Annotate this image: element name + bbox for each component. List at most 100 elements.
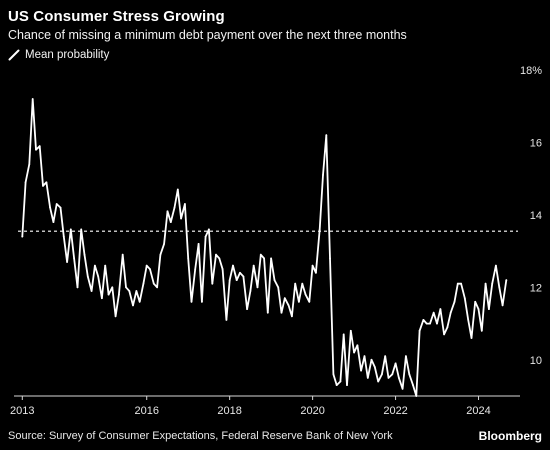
data-point — [291, 315, 293, 318]
data-point — [474, 300, 477, 303]
data-point — [201, 300, 203, 303]
data-point — [498, 286, 501, 289]
data-point — [76, 286, 79, 289]
data-point — [49, 206, 51, 209]
data-point — [391, 373, 394, 376]
x-tick-label: 2013 — [10, 405, 34, 417]
data-point — [335, 384, 338, 386]
legend-label: Mean probability — [25, 49, 110, 61]
data-point — [156, 286, 159, 289]
data-point — [169, 221, 172, 224]
data-point — [266, 311, 269, 314]
data-point — [152, 282, 155, 285]
data-point — [69, 228, 72, 231]
data-point — [381, 373, 383, 376]
data-point — [353, 351, 355, 354]
data-point — [218, 257, 221, 260]
data-point — [304, 293, 307, 296]
data-point — [225, 319, 228, 321]
data-point — [432, 311, 435, 314]
y-tick-label: 14 — [530, 210, 542, 222]
data-point — [166, 210, 169, 213]
data-point — [194, 268, 197, 271]
data-point — [398, 377, 400, 379]
y-tick-label: 16 — [530, 137, 542, 149]
data-point — [370, 358, 373, 361]
data-point — [45, 181, 48, 184]
data-point — [94, 264, 96, 267]
series-line-mean-probability — [21, 98, 508, 397]
y-tick-label: 10 — [530, 355, 542, 367]
data-point — [132, 304, 134, 307]
data-point — [235, 279, 238, 281]
data-point — [366, 377, 369, 379]
brand-logo: Bloomberg — [478, 429, 542, 443]
data-point — [443, 333, 445, 336]
x-tick-label: 2022 — [383, 405, 407, 417]
data-point — [242, 275, 245, 278]
data-point — [325, 134, 328, 137]
data-point — [252, 264, 255, 267]
data-point — [239, 271, 241, 274]
data-point — [301, 282, 304, 285]
data-point — [73, 257, 75, 260]
data-point — [460, 282, 462, 285]
data-point — [114, 315, 117, 318]
data-point — [377, 380, 380, 383]
data-point — [373, 366, 376, 368]
y-tick-label: 18% — [520, 65, 542, 77]
data-point — [101, 297, 103, 300]
data-point — [283, 297, 286, 300]
legend: Mean probability — [8, 49, 109, 61]
data-point — [349, 329, 352, 332]
data-point — [86, 275, 89, 278]
data-point — [59, 206, 62, 209]
y-tick-label: 12 — [530, 282, 542, 294]
data-point — [80, 228, 83, 231]
data-point — [480, 329, 483, 332]
data-point — [387, 377, 390, 379]
data-point — [31, 98, 34, 100]
data-point — [111, 286, 114, 289]
data-point — [232, 264, 234, 267]
data-point — [107, 293, 110, 296]
data-point — [408, 373, 411, 376]
data-point — [187, 257, 190, 260]
data-point — [322, 174, 324, 176]
data-point — [21, 235, 24, 238]
data-point — [135, 290, 138, 292]
data-point — [311, 264, 314, 267]
data-point — [42, 185, 44, 187]
data-point — [318, 228, 321, 231]
x-tick-label: 2024 — [466, 405, 490, 417]
data-point — [287, 304, 290, 307]
data-point — [356, 344, 359, 347]
data-point — [505, 279, 508, 281]
data-point — [332, 373, 335, 376]
data-point — [142, 282, 145, 285]
data-point — [405, 355, 407, 358]
data-point — [425, 322, 428, 325]
data-point — [363, 355, 366, 358]
data-point — [453, 300, 456, 303]
data-point — [104, 264, 107, 267]
data-point — [315, 271, 317, 274]
data-point — [66, 261, 68, 263]
data-point — [184, 203, 186, 205]
x-tick-label: 2016 — [134, 405, 158, 417]
data-point — [273, 279, 276, 281]
data-point — [197, 243, 200, 245]
data-point — [246, 308, 249, 310]
data-point — [467, 319, 470, 321]
data-point — [221, 268, 224, 271]
data-point — [35, 148, 37, 151]
data-point — [208, 228, 210, 231]
source-note: Source: Survey of Consumer Expectations,… — [8, 430, 393, 442]
data-point — [401, 387, 404, 390]
data-point — [159, 253, 162, 256]
data-point — [83, 253, 86, 256]
data-point — [280, 311, 283, 314]
data-point — [204, 235, 207, 238]
data-point — [360, 369, 362, 372]
data-point — [173, 206, 176, 209]
